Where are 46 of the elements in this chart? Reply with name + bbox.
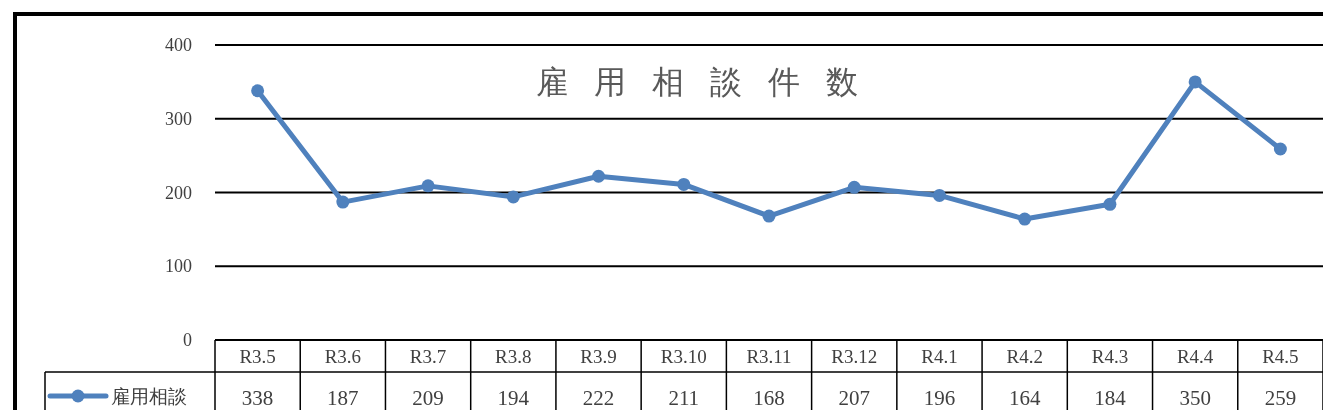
- x-tick-label: R3.7: [409, 346, 447, 367]
- data-label: 350: [1179, 386, 1211, 410]
- point: [932, 188, 946, 202]
- data-label: 187: [327, 386, 359, 410]
- data-label: 194: [497, 386, 530, 410]
- point: [592, 169, 606, 183]
- point: [336, 195, 350, 209]
- x-tick-label: R3.5: [239, 346, 276, 367]
- point: [677, 177, 691, 191]
- x-tick-label: R3.8: [495, 346, 532, 367]
- data-label: 196: [923, 386, 956, 410]
- point: [421, 179, 435, 193]
- y-tick-label: 0: [183, 330, 192, 350]
- y-tick-label: 200: [165, 182, 192, 203]
- point: [762, 209, 776, 223]
- x-tick-label: R3.6: [324, 346, 362, 367]
- x-tick-label: R4.5: [1262, 346, 1299, 367]
- point: [251, 84, 265, 98]
- x-tick-label: R3.11: [746, 346, 792, 367]
- x-tick-label: R3.9: [580, 346, 617, 367]
- data-label: 338: [241, 386, 274, 410]
- x-tick-label: R4.3: [1091, 346, 1129, 367]
- y-tick-label: 400: [165, 35, 192, 55]
- data-label: 168: [753, 386, 785, 410]
- data-label: 164: [1008, 386, 1041, 410]
- data-label: 222: [582, 386, 615, 410]
- point: [847, 180, 861, 194]
- data-label: 184: [1094, 386, 1127, 410]
- point: [1018, 212, 1032, 226]
- data-label: 207: [838, 386, 870, 410]
- x-tick-label: R3.10: [660, 346, 707, 367]
- point: [1273, 142, 1287, 156]
- text: 雇用相談件数: [536, 63, 884, 101]
- legend-label: 雇用相談: [111, 385, 187, 407]
- point: [506, 190, 520, 204]
- x-tick-label: R4.2: [1006, 346, 1043, 367]
- data-label: 259: [1264, 386, 1297, 410]
- point: [1188, 75, 1202, 89]
- data-label: 211: [668, 386, 700, 410]
- x-tick-label: R3.12: [831, 346, 878, 367]
- point: [1103, 197, 1117, 211]
- y-tick-label: 100: [165, 256, 192, 277]
- x-tick-label: R4.4: [1176, 346, 1214, 367]
- data-label: 209: [412, 386, 444, 410]
- y-tick-label: 300: [165, 108, 192, 129]
- x-tick-label: R4.1: [921, 346, 958, 367]
